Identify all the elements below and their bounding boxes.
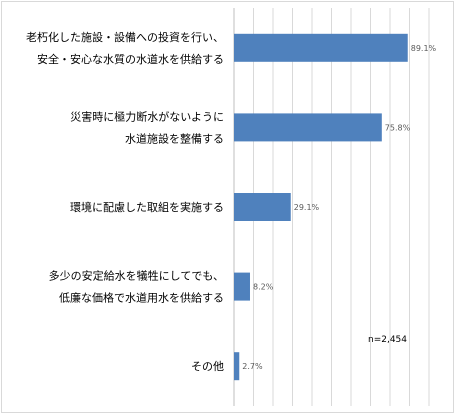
category-label: 低廉な価格で水道用水を供給する xyxy=(59,291,224,305)
category-label: その他 xyxy=(191,360,224,373)
category-label: 老朽化した施設・設備への投資を行い、 xyxy=(26,30,224,44)
bar xyxy=(234,113,382,142)
bar xyxy=(234,33,408,62)
bar xyxy=(234,272,250,301)
value-label: 8.2% xyxy=(253,283,274,292)
value-label: 2.7% xyxy=(242,362,263,371)
value-label: 29.1% xyxy=(294,203,320,212)
category-label: 環境に配慮した取組を実施する xyxy=(70,200,224,214)
category-label: 多少の安定給水を犠牲にしてでも、 xyxy=(49,269,224,283)
category-label: 災害時に極力断水がないように xyxy=(70,109,224,123)
value-label: 89.1% xyxy=(411,44,437,53)
value-labels: 89.1% 75.8% 29.1% 8.2% 2.7% xyxy=(242,44,436,371)
category-label: 水道施設を整備する xyxy=(125,131,224,145)
bar xyxy=(234,352,240,381)
bar xyxy=(234,193,291,221)
category-label: 安全・安心な水質の水道水を供給する xyxy=(37,52,224,66)
gridlines xyxy=(233,8,430,406)
value-label: 75.8% xyxy=(385,123,411,132)
sample-size-annotation: n=2,454 xyxy=(368,335,407,345)
bars xyxy=(234,33,408,381)
category-labels: 老朽化した施設・設備への投資を行い、安全・安心な水質の水道水を供給する災害時に極… xyxy=(26,30,224,373)
